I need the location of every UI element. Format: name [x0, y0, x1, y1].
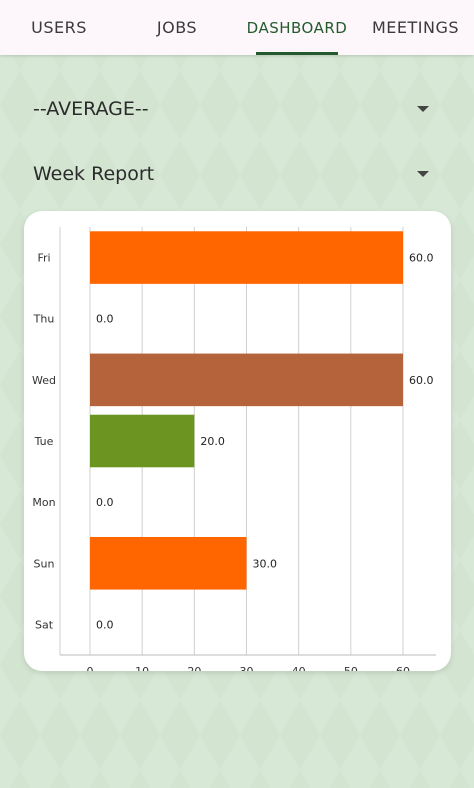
y-tick-label: Sat — [35, 618, 54, 631]
bar — [90, 231, 403, 284]
tab-meetings[interactable]: MEETINGS — [371, 18, 460, 37]
tab-bar: USERS JOBS DASHBOARD MEETINGS — [0, 0, 474, 55]
y-tick-label: Tue — [34, 435, 54, 448]
bar — [90, 536, 247, 590]
week-report-chart: 0 10 20 30 40 50 60 Fri 60.0 Thu 0.0 Wed 60.0 Tue 20.0… — [32, 227, 436, 678]
bar-value-label: 60.0 — [409, 374, 434, 387]
y-tick-label: Mon — [32, 496, 55, 509]
tab-dashboard[interactable]: DASHBOARD — [246, 18, 348, 37]
bar-value-label: 60.0 — [409, 252, 434, 265]
y-tick-label: Fri — [37, 252, 50, 265]
dropdown-arrow-icon — [417, 106, 429, 112]
report-dropdown[interactable]: Week Report — [33, 154, 433, 194]
bar-value-label: 0.0 — [96, 496, 114, 509]
report-dropdown-label: Week Report — [33, 163, 155, 185]
bar-value-label: 0.0 — [96, 618, 114, 631]
x-tick-label: 60 — [396, 665, 410, 671]
x-tick-label: 10 — [135, 665, 149, 671]
bar — [90, 353, 403, 407]
dropdown-arrow-icon — [417, 171, 429, 177]
y-tick-label: Wed — [32, 374, 56, 387]
x-tick-label: 30 — [240, 665, 254, 671]
x-tick-label: 20 — [187, 665, 201, 671]
x-tick-label: 0 — [87, 665, 94, 671]
chart-card: 0 10 20 30 40 50 60 Fri 60.0 Thu 0.0 Wed 60.0 Tue 20.0… — [24, 211, 451, 678]
bar-value-label: 20.0 — [200, 435, 225, 448]
tab-users[interactable]: USERS — [31, 18, 87, 37]
x-tick-label: 50 — [344, 665, 358, 671]
average-dropdown[interactable]: --AVERAGE-- — [33, 89, 433, 129]
y-tick-label: Thu — [33, 313, 55, 326]
bar — [90, 414, 195, 468]
active-tab-indicator — [256, 52, 338, 55]
bar-value-label: 0.0 — [96, 313, 114, 326]
average-dropdown-label: --AVERAGE-- — [33, 98, 149, 120]
tab-jobs[interactable]: JOBS — [156, 18, 198, 37]
y-tick-label: Sun — [34, 557, 55, 570]
bar-value-label: 30.0 — [253, 557, 278, 570]
x-tick-label: 40 — [292, 665, 306, 671]
